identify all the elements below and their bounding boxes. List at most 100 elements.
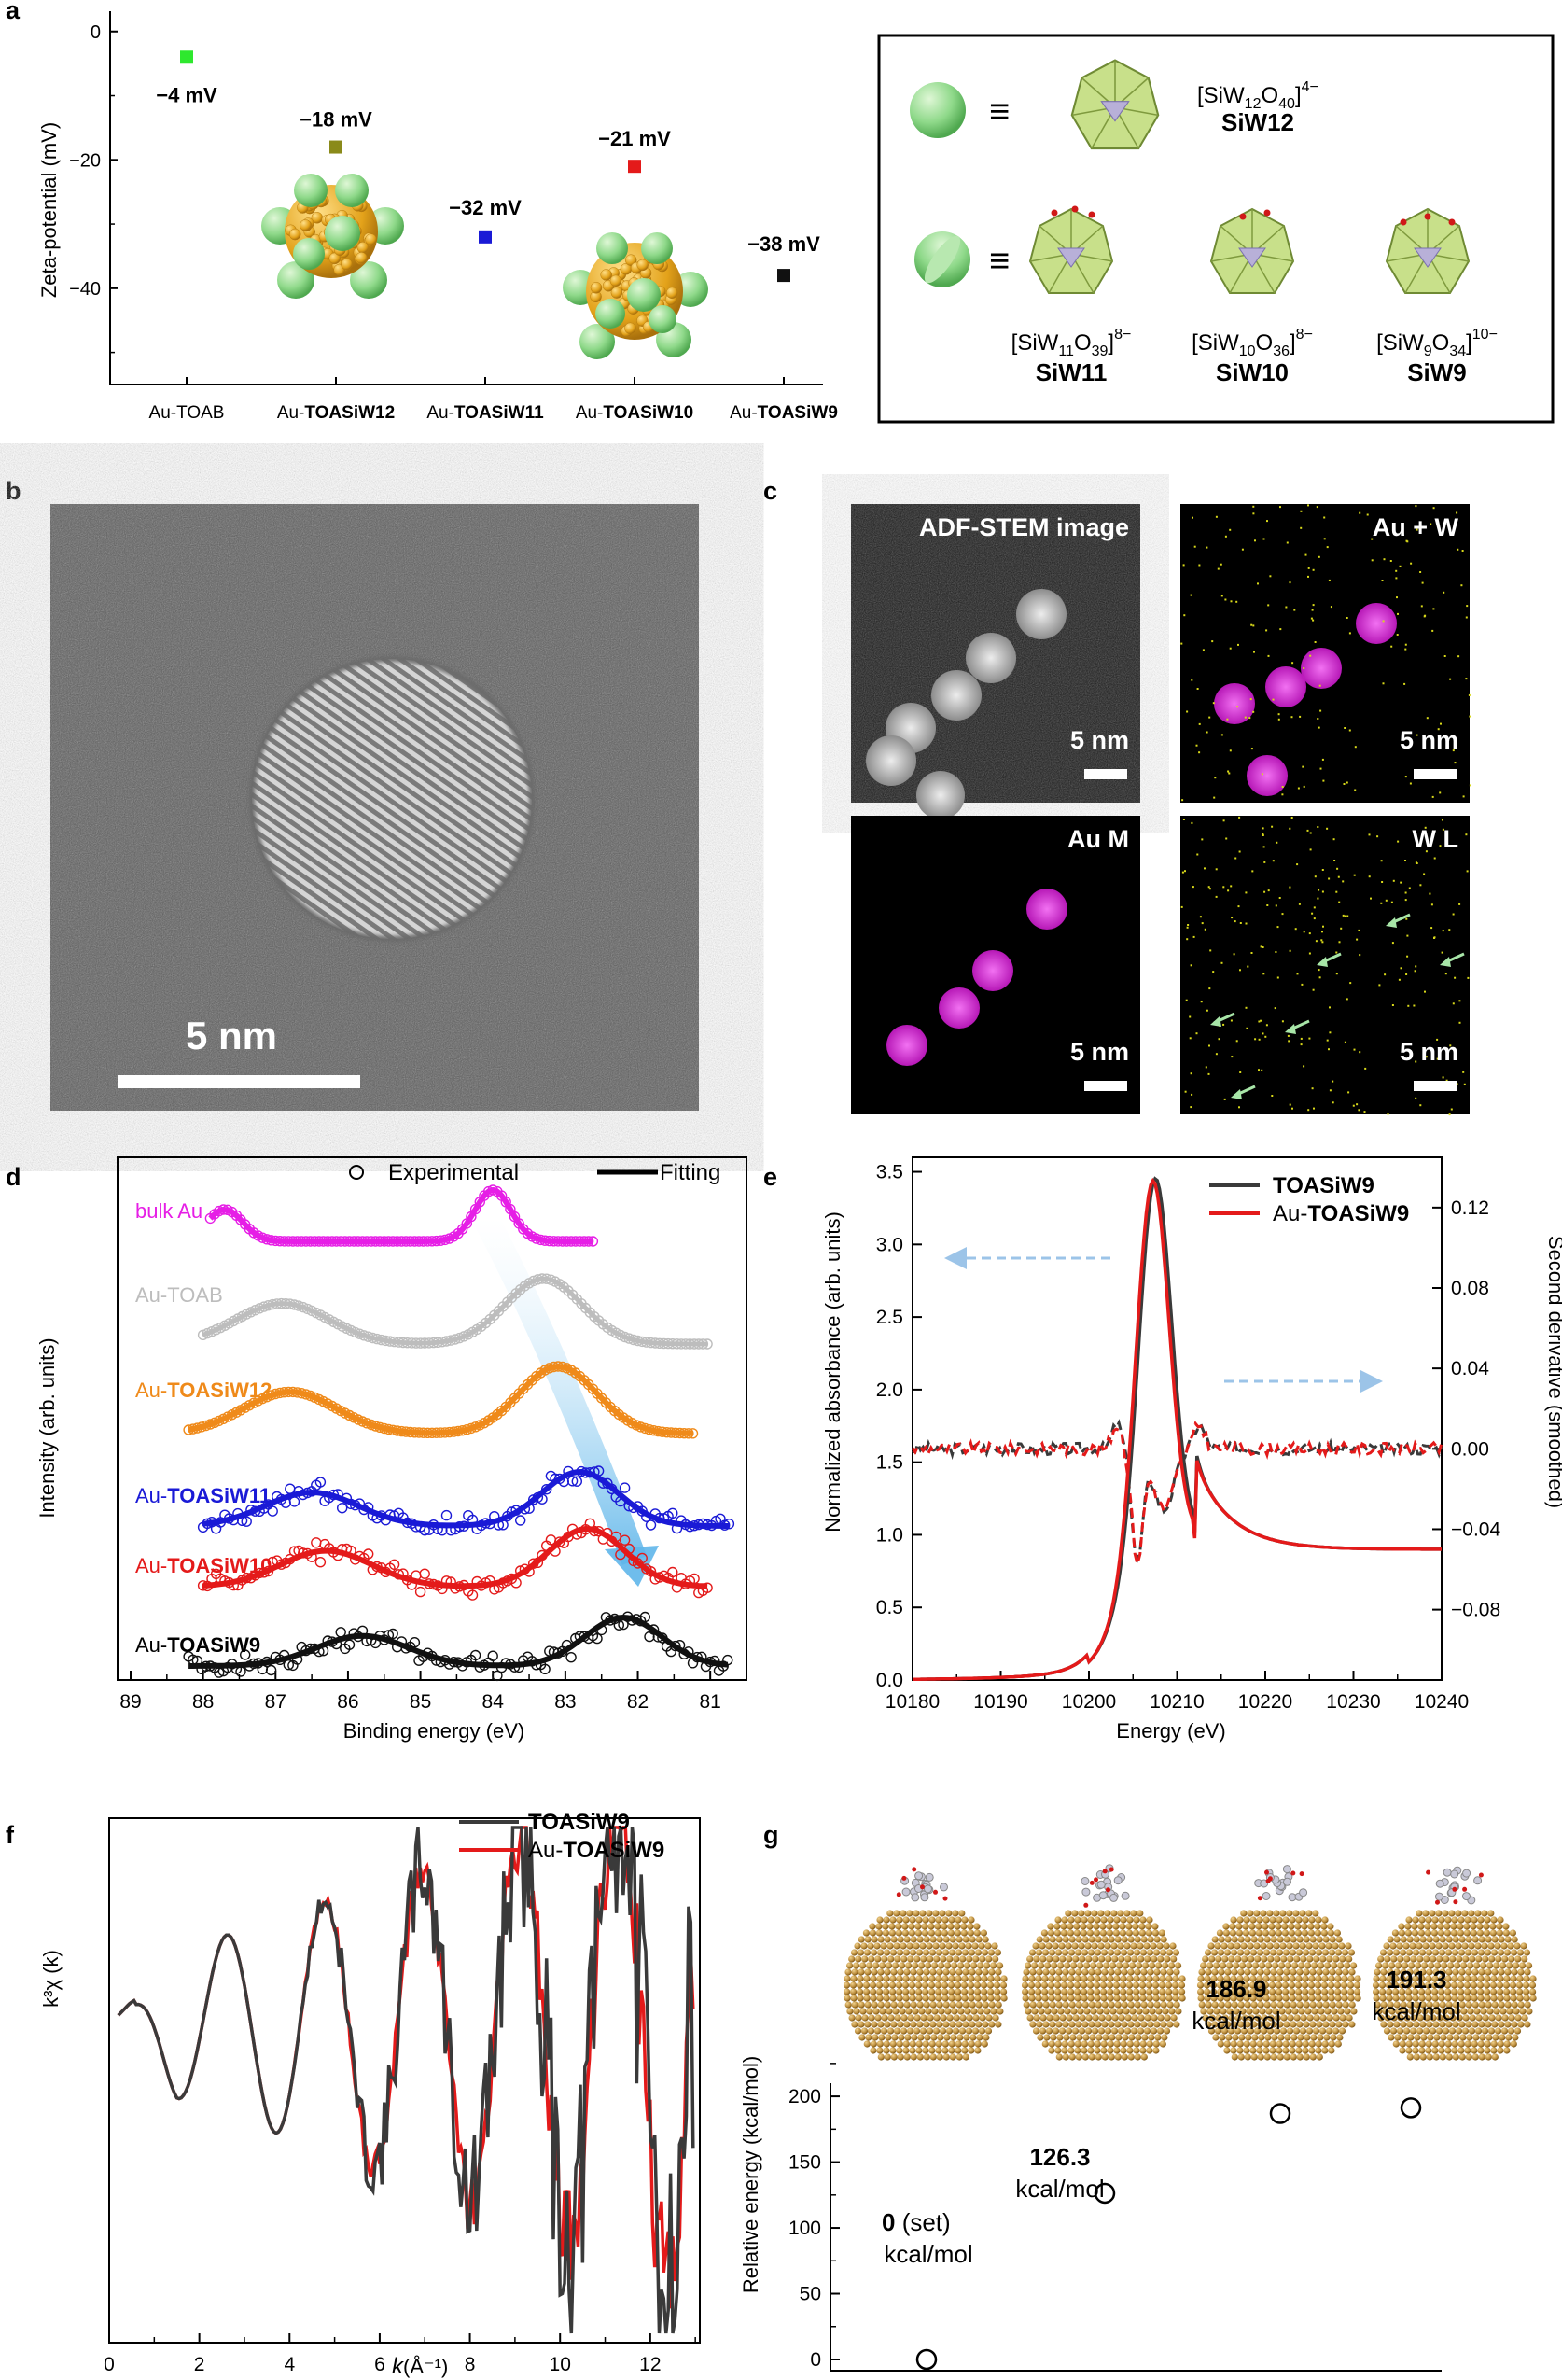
gold-atom	[942, 2001, 950, 2009]
gold-atom	[1323, 2034, 1331, 2041]
gold-atom	[1114, 1968, 1122, 1976]
gold-atom	[1117, 2027, 1125, 2035]
gold-atom	[1067, 1975, 1075, 1982]
gold-atom	[949, 1968, 956, 1976]
gold-atom	[935, 1995, 942, 2002]
gold-atom	[1387, 2001, 1394, 2009]
gold-atom	[1309, 1936, 1317, 1943]
gold-atom	[1244, 2053, 1251, 2061]
gold-atom	[1120, 2040, 1127, 2048]
w-signal-pixel	[1433, 937, 1435, 939]
gold-atom	[1216, 1929, 1223, 1937]
gold-atom	[1335, 1936, 1343, 1943]
gold-atom	[1334, 1995, 1342, 2002]
gold-atom	[1445, 1936, 1453, 1943]
w-signal-pixel	[1443, 591, 1445, 594]
gold-atom	[946, 1955, 954, 1963]
gold-atom	[1454, 2008, 1461, 2015]
gold-atom	[1296, 2053, 1304, 2061]
w-signal-pixel	[1312, 619, 1315, 622]
w-signal-pixel	[1321, 869, 1324, 871]
gold-atom	[895, 1923, 902, 1930]
gold-atom	[1100, 1949, 1109, 1956]
gold-atom	[958, 2027, 967, 2035]
gold-atom	[928, 1975, 936, 1982]
gold-atom	[936, 2053, 943, 2061]
w-signal-pixel	[1380, 860, 1383, 862]
w-signal-pixel	[1329, 1089, 1332, 1092]
gold-atom	[988, 1968, 996, 1976]
gold-atom	[853, 1962, 860, 1969]
w-signal-pixel	[1430, 523, 1432, 525]
gold-atom	[902, 1916, 910, 1924]
gold-atom	[941, 2047, 949, 2054]
gold-atom	[1220, 2027, 1229, 2035]
gold-atom	[1270, 2053, 1277, 2061]
gold-atom	[1026, 1955, 1034, 1963]
gold-atom	[981, 1949, 989, 1956]
gold-atom	[1073, 1923, 1081, 1930]
w-signal-pixel	[1308, 952, 1311, 955]
energy-unit: kcal/mol	[1372, 1997, 1460, 2025]
gold-atom	[1504, 1936, 1512, 1943]
gold-atom	[955, 2001, 963, 2009]
gold-atom	[1146, 1995, 1153, 2002]
gold-atom	[1039, 2014, 1047, 2022]
gold-atom	[913, 1955, 921, 1963]
gold-atom	[1159, 2040, 1166, 2048]
y-tick-label: 0	[810, 2349, 821, 2371]
gold-atom	[1139, 1975, 1147, 1982]
gold-atom	[1444, 2040, 1452, 2048]
gold-atom	[1249, 1916, 1257, 1924]
gold-atom	[1392, 1988, 1400, 1995]
gold-atom	[1452, 2021, 1459, 2028]
w-signal-pixel	[1332, 1101, 1334, 1104]
w-signal-pixel	[1198, 722, 1201, 725]
tile-scale-text: 5 nm	[1070, 1038, 1129, 1066]
gold-atom	[916, 1936, 924, 1943]
gold-atom	[1074, 1949, 1082, 1956]
gold-atom	[1080, 1923, 1087, 1930]
gold-atom	[1222, 1929, 1230, 1937]
experimental-point	[515, 1515, 526, 1526]
gold-atom	[1036, 1936, 1043, 1943]
gold-atom	[928, 2040, 936, 2048]
gold-atom	[1423, 1955, 1430, 1963]
gold-atom	[942, 2053, 950, 2061]
gold-atom	[855, 1955, 862, 1963]
gold-atom	[1262, 1995, 1270, 2002]
gold-atom	[1506, 2008, 1513, 2015]
gold-atom	[1439, 2021, 1446, 2028]
gold-atom	[1122, 2034, 1129, 2041]
gold-atom	[1388, 2008, 1396, 2015]
gold-atom	[990, 2008, 997, 2015]
w-signal-pixel	[1296, 973, 1299, 975]
gold-atom	[1055, 1936, 1063, 1943]
gold-atom	[1458, 2053, 1466, 2061]
y-tick-label-left: 3.5	[876, 1162, 903, 1183]
w-signal-pixel	[1409, 782, 1412, 785]
gold-atom	[927, 1923, 935, 1930]
name-siw9: SiW9	[1407, 358, 1467, 386]
w-signal-pixel	[1322, 925, 1324, 928]
gold-atom	[1495, 2014, 1502, 2022]
w-signal-pixel	[1192, 935, 1195, 938]
w-signal-pixel	[1278, 897, 1281, 899]
gold-atom	[907, 1955, 914, 1963]
w-signal-pixel	[1180, 642, 1183, 645]
gold-atom	[955, 1936, 963, 1943]
gold-atom	[1138, 1981, 1147, 1989]
gold-atom	[1461, 2027, 1470, 2035]
gold-atom	[1084, 1910, 1092, 1917]
gold-atom	[903, 1968, 911, 1976]
gold-atom	[1044, 2008, 1052, 2015]
gold-atom	[1491, 1968, 1499, 1976]
w-signal-pixel	[1214, 777, 1217, 779]
gold-atom	[900, 1955, 908, 1963]
gold-atom	[949, 2021, 956, 2028]
w-signal-pixel	[1274, 1007, 1276, 1010]
gold-atom	[1240, 2027, 1248, 2035]
gold-atom	[1127, 2053, 1135, 2061]
gold-atom	[906, 2027, 914, 2035]
gold-atom	[1087, 1916, 1095, 1924]
